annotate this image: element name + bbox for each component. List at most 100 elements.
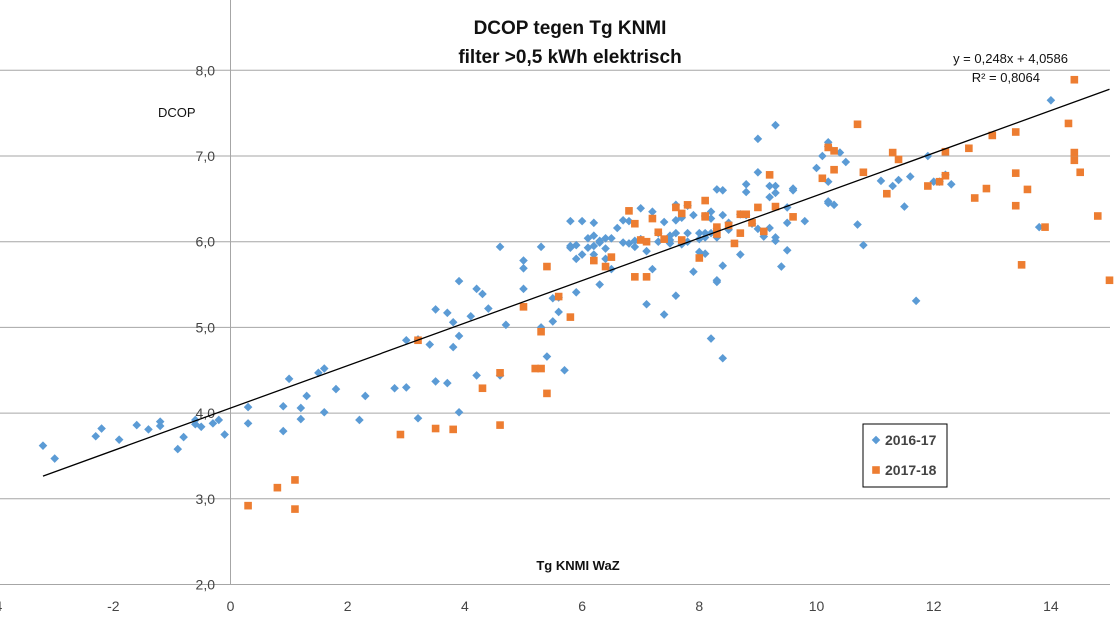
point-2017-18 [1076, 168, 1084, 177]
point-2017-18 [713, 230, 721, 238]
point-2016-17 [472, 284, 481, 294]
point-2017-18 [631, 273, 639, 281]
point-2017-18 [244, 501, 252, 510]
x-axis-label: Tg KNMI WaZ [536, 558, 619, 573]
point-2016-17 [706, 207, 716, 217]
y-tick-label: 6,0 [196, 234, 216, 250]
chart-title-line-1: DCOP tegen Tg KNMI [474, 18, 667, 39]
point-2017-18 [970, 194, 979, 202]
point-2017-18 [701, 196, 709, 205]
point-2017-18 [607, 253, 616, 261]
point-2016-17 [536, 242, 546, 252]
point-2016-17 [296, 403, 306, 413]
point-2016-17 [718, 261, 728, 270]
x-tick-label: 4 [461, 598, 469, 614]
point-2017-18 [883, 189, 891, 198]
point-2017-18 [590, 256, 598, 265]
point-2016-17 [296, 414, 306, 424]
point-2016-17 [114, 435, 124, 444]
point-2016-17 [571, 240, 581, 250]
point-2016-17 [612, 223, 622, 233]
point-2016-17 [589, 241, 599, 251]
point-2017-18 [449, 425, 457, 434]
legend-box [862, 423, 948, 488]
point-2017-18 [1011, 169, 1020, 177]
point-2016-17 [390, 383, 399, 393]
point-2017-18 [759, 227, 768, 236]
point-2016-17 [589, 218, 599, 228]
point-2017-18 [291, 476, 299, 484]
point-2016-17 [577, 216, 587, 226]
point-2016-17 [577, 250, 587, 259]
point-2016-17 [648, 207, 657, 217]
point-2016-17 [782, 218, 792, 228]
point-2016-17 [196, 422, 206, 432]
point-2016-17 [548, 317, 558, 326]
point-2016-17 [618, 215, 628, 225]
point-2016-17 [829, 200, 839, 210]
point-2016-17 [671, 215, 681, 225]
point-2016-17 [900, 202, 909, 211]
point-2016-17 [314, 368, 323, 378]
point-2016-17 [946, 179, 956, 189]
point-2016-17 [618, 238, 628, 247]
chart-title-line-2: filter >0,5 kWh elektrisch [458, 47, 681, 68]
point-2016-17 [665, 239, 675, 248]
data-points [38, 75, 1114, 513]
x-tick-label: 0 [227, 598, 235, 614]
point-2017-18 [830, 147, 838, 155]
point-2017-18 [1105, 276, 1114, 285]
point-2017-18 [988, 131, 997, 140]
point-2017-18 [818, 174, 827, 183]
point-2017-18 [824, 143, 833, 152]
point-2017-18 [537, 327, 545, 336]
x-tick-label: 8 [695, 598, 703, 614]
point-2017-18 [713, 223, 721, 231]
point-2016-17 [689, 210, 698, 220]
point-2016-17 [425, 340, 435, 349]
point-2016-17 [630, 242, 640, 252]
point-2016-17 [454, 276, 464, 286]
point-2017-18 [625, 207, 633, 215]
point-2016-17 [560, 365, 569, 375]
point-2016-17 [718, 353, 728, 363]
point-2016-17 [782, 245, 792, 255]
point-2016-17 [671, 291, 681, 300]
point-2016-17 [642, 299, 651, 309]
y-tick-label: 3,0 [196, 491, 216, 507]
point-2016-17 [402, 383, 411, 392]
point-2016-17 [771, 181, 780, 191]
point-2016-17 [841, 157, 851, 167]
point-2016-17 [853, 220, 862, 229]
point-2017-18 [631, 219, 639, 228]
point-2016-17 [132, 420, 142, 430]
point-2016-17 [50, 454, 59, 463]
point-2016-17 [413, 413, 423, 423]
point-2017-18 [830, 165, 838, 174]
point-2016-17 [659, 217, 669, 227]
point-2016-17 [243, 419, 253, 428]
point-2017-18 [736, 229, 745, 237]
point-2016-17 [360, 391, 370, 401]
x-tick-label: 2 [344, 598, 352, 614]
point-2016-17 [736, 250, 745, 259]
point-2016-17 [589, 250, 599, 259]
y-tick-label: 4,0 [196, 405, 216, 421]
point-2017-18 [273, 483, 282, 492]
point-2016-17 [706, 334, 716, 343]
point-2016-17 [243, 402, 253, 412]
point-2016-17 [601, 244, 610, 253]
point-2016-17 [771, 188, 780, 198]
point-2016-17 [718, 185, 728, 195]
point-2017-18 [642, 273, 651, 281]
point-2016-17 [448, 317, 458, 327]
point-2016-17 [876, 176, 886, 186]
trendline-r-squared: R² = 0,8064 [972, 70, 1040, 85]
point-2017-18 [1070, 156, 1079, 165]
point-2016-17 [38, 441, 48, 450]
point-2016-17 [706, 214, 716, 223]
point-2016-17 [478, 289, 487, 299]
y-axis-label: DCOP [158, 105, 196, 120]
point-2016-17 [741, 179, 751, 189]
point-2016-17 [765, 223, 774, 233]
